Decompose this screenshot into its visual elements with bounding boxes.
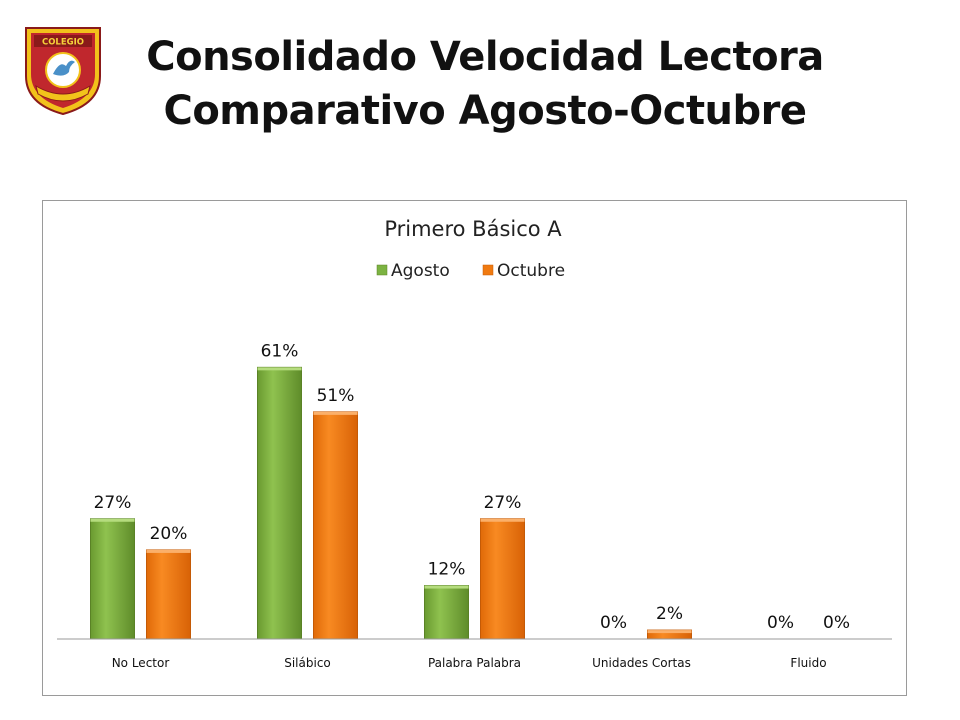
data-label-agosto-fluido: 0%	[767, 613, 794, 633]
legend-label-agosto: Agosto	[391, 261, 450, 281]
chart-bars: 27% 20% 61% 51% 12% 27% 0% 2% 0% 0%	[90, 341, 850, 640]
bar-highlight	[480, 518, 525, 522]
bar-octubre-no-lector	[146, 549, 191, 640]
bar-highlight	[647, 630, 692, 634]
legend-swatch-agosto	[376, 264, 388, 276]
data-label-octubre-unidades-cortas: 2%	[656, 604, 683, 624]
bar-octubre-palabra-palabra	[480, 518, 525, 640]
bar-highlight	[90, 518, 135, 522]
school-crest-logo: COLEGIO	[25, 27, 101, 116]
data-label-agosto-palabra-palabra: 12%	[428, 560, 466, 580]
chart-container: Primero Básico A Agosto Octubre 27% 20% 61%…	[42, 200, 907, 696]
bar-highlight	[257, 367, 302, 371]
x-tick-label: No Lector	[112, 656, 170, 670]
data-label-octubre-palabra-palabra: 27%	[484, 493, 522, 513]
bar-highlight	[146, 549, 191, 553]
data-label-octubre-fluido: 0%	[823, 613, 850, 633]
page-title-line-1: Consolidado Velocidad Lectora	[146, 34, 824, 80]
data-label-octubre-silabico: 51%	[317, 386, 355, 406]
bar-agosto-no-lector	[90, 518, 135, 640]
bar-chart: Primero Básico A Agosto Octubre 27% 20% 61%…	[57, 217, 892, 670]
legend-label-octubre: Octubre	[497, 261, 565, 281]
bar-highlight	[424, 585, 469, 589]
chart-legend: Agosto Octubre	[376, 261, 565, 281]
x-tick-label: Unidades Cortas	[592, 656, 691, 670]
x-axis-labels: No Lector Silábico Palabra Palabra Unidades…	[112, 656, 827, 670]
data-label-agosto-no-lector: 27%	[94, 493, 132, 513]
bar-octubre-silabico	[313, 411, 358, 640]
bar-agosto-silabico	[257, 366, 302, 640]
chart-title: Primero Básico A	[384, 217, 562, 241]
page-title: Consolidado Velocidad Lectora Comparativ…	[110, 30, 860, 138]
x-tick-label: Fluido	[790, 656, 826, 670]
page-title-line-2: Comparativo Agosto-Octubre	[163, 88, 807, 134]
logo-text: COLEGIO	[42, 38, 84, 48]
data-label-octubre-no-lector: 20%	[150, 524, 188, 544]
legend-swatch-octubre	[482, 264, 494, 276]
data-label-agosto-unidades-cortas: 0%	[600, 613, 627, 633]
x-tick-label: Palabra Palabra	[428, 656, 521, 670]
bar-agosto-palabra-palabra	[424, 585, 469, 640]
x-tick-label: Silábico	[284, 656, 331, 670]
bar-highlight	[313, 411, 358, 415]
data-label-agosto-silabico: 61%	[261, 341, 299, 361]
